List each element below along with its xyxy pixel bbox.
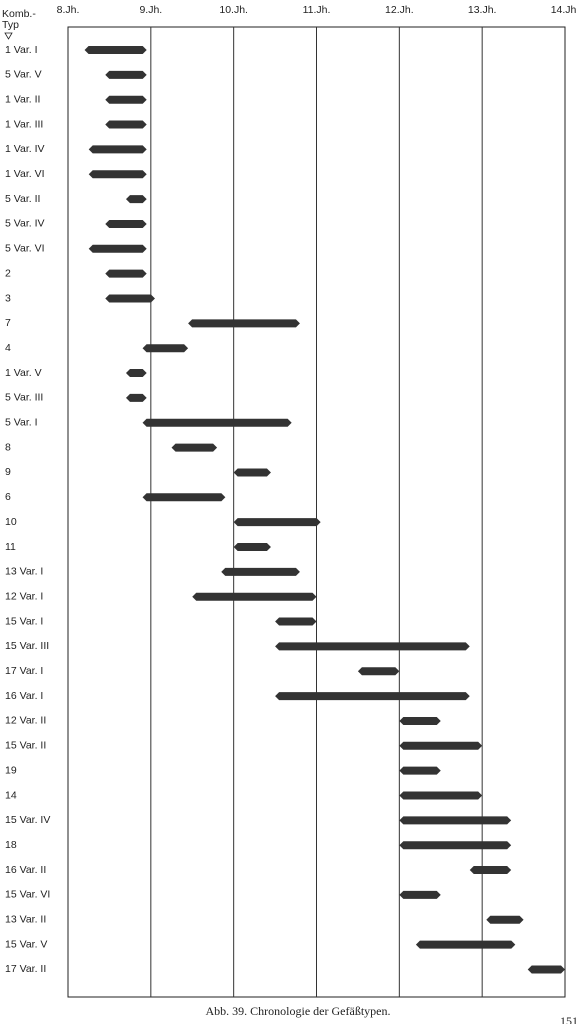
x-tick-label: 12.Jh.	[385, 4, 414, 16]
category-label: 15 Var. VI	[5, 889, 50, 901]
range-bar	[125, 369, 147, 378]
category-label: 5 Var. II	[5, 193, 40, 205]
range-bar	[188, 319, 300, 328]
category-label: 1 Var. III	[5, 118, 43, 130]
range-bar	[233, 543, 271, 551]
category-label: 5 Var. III	[5, 392, 43, 404]
category-label: 4	[5, 342, 11, 354]
x-tick-label: 14.Jh.	[551, 4, 577, 16]
category-label: 15 Var. IV	[5, 814, 50, 826]
range-bar	[399, 766, 441, 775]
range-bar	[171, 443, 218, 452]
range-bar	[415, 940, 516, 949]
range-bar	[142, 493, 226, 502]
category-label: 12 Var. II	[5, 715, 46, 727]
triangle-marker	[4, 32, 13, 40]
range-bar	[399, 816, 512, 825]
category-label: 18	[5, 839, 17, 851]
range-bar	[399, 791, 483, 800]
range-bar	[88, 170, 147, 179]
category-label: 5 Var. VI	[5, 243, 45, 255]
x-tick-label: 11.Jh.	[303, 4, 331, 16]
category-label: 10	[5, 516, 17, 528]
category-label: 17 Var. I	[5, 665, 43, 677]
category-label: 13 Var. I	[5, 566, 43, 578]
category-label: 19	[5, 764, 17, 776]
category-label: 16 Var. II	[5, 864, 46, 876]
range-bar	[105, 219, 147, 228]
range-bar	[357, 667, 400, 676]
category-label: 3	[5, 292, 11, 304]
range-bar	[221, 567, 300, 576]
range-bar	[399, 716, 441, 725]
category-label: 11	[5, 541, 16, 553]
category-label: 1 Var. IV	[5, 143, 45, 155]
category-label: 15 Var. V	[5, 938, 47, 950]
category-label: 2	[5, 267, 11, 279]
range-bar	[142, 418, 292, 427]
category-label: 15 Var. I	[5, 615, 43, 627]
x-tick-label: 9.Jh.	[139, 4, 162, 16]
category-label: 5 Var. IV	[5, 218, 45, 230]
y-label-line: Typ	[2, 19, 19, 31]
x-tick-label: 13.Jh.	[468, 4, 497, 16]
category-label: 8	[5, 441, 11, 453]
category-label: 6	[5, 491, 11, 503]
category-label: 7	[5, 317, 11, 329]
category-label: 5 Var. I	[5, 417, 38, 429]
caption: Abb. 39. Chronologie der Gefäßtypen.	[206, 1004, 391, 1018]
category-label: 13 Var. II	[5, 914, 46, 926]
range-bar	[275, 642, 470, 651]
x-tick-label: 8.Jh.	[57, 4, 80, 16]
range-bar	[105, 95, 147, 104]
range-bar	[125, 393, 147, 402]
range-bar	[105, 294, 155, 303]
range-bar	[399, 741, 483, 750]
category-label: 9	[5, 466, 11, 478]
range-bar	[88, 145, 147, 154]
range-bar	[105, 120, 147, 129]
category-label: 14	[5, 789, 17, 801]
page-number: 151	[560, 1014, 577, 1024]
range-bar	[88, 244, 147, 253]
category-label: 1 Var. II	[5, 93, 40, 105]
category-label: 1 Var. I	[5, 44, 38, 56]
category-label: 5 Var. V	[5, 69, 42, 81]
range-bar	[399, 890, 441, 899]
category-label: 12 Var. I	[5, 590, 43, 602]
category-label: 1 Var. V	[5, 367, 42, 379]
category-label: 17 Var. II	[5, 963, 46, 975]
range-bar	[469, 866, 512, 875]
category-label: 1 Var. VI	[5, 168, 45, 180]
x-tick-label: 10.Jh.	[219, 4, 248, 16]
y-label-line: Komb.-	[2, 8, 36, 20]
category-label: 15 Var. III	[5, 640, 49, 652]
range-bar	[233, 518, 321, 527]
range-bar	[486, 915, 524, 924]
range-bar	[399, 841, 512, 850]
range-bar	[105, 70, 147, 79]
category-label: 15 Var. II	[5, 740, 46, 752]
range-bar	[84, 46, 147, 54]
range-bar	[275, 617, 317, 626]
range-bar	[233, 468, 271, 477]
range-bar	[192, 592, 317, 601]
range-bar	[142, 344, 189, 353]
category-label: 16 Var. I	[5, 690, 43, 702]
range-bar	[105, 269, 147, 278]
range-bar	[275, 692, 470, 701]
range-bar	[527, 965, 565, 974]
range-bar	[125, 195, 147, 204]
